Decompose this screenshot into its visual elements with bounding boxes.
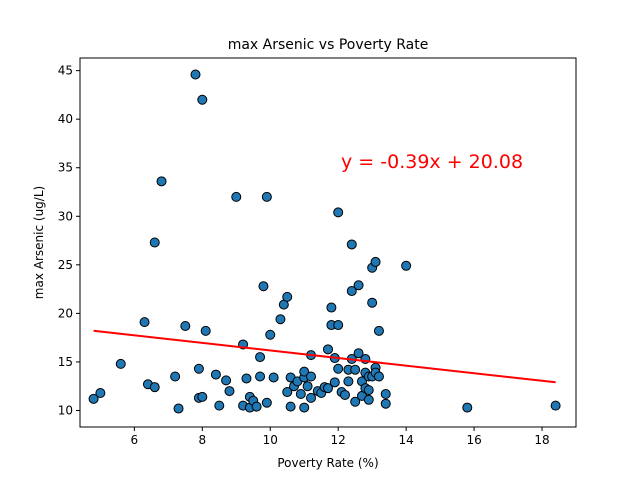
regression-line-group <box>93 329 556 384</box>
data-point <box>285 401 296 412</box>
y-tick-label: 15 <box>58 355 73 369</box>
data-point <box>193 363 204 374</box>
data-point <box>333 320 344 331</box>
data-point <box>251 401 262 412</box>
data-point <box>180 321 191 332</box>
data-point <box>329 377 340 388</box>
data-point <box>149 237 160 248</box>
data-point <box>224 386 235 397</box>
data-point <box>550 400 561 411</box>
data-point <box>241 373 252 384</box>
data-point <box>214 400 225 411</box>
data-point <box>370 256 381 267</box>
data-point <box>380 388 391 399</box>
y-tick-label: 45 <box>58 64 73 78</box>
data-point <box>231 191 242 202</box>
y-tick-label: 25 <box>58 258 73 272</box>
data-point <box>261 397 272 408</box>
data-point <box>323 383 333 394</box>
data-point <box>95 388 106 399</box>
data-point <box>323 344 333 355</box>
data-point <box>353 348 364 359</box>
data-point <box>346 286 357 297</box>
data-point <box>295 388 306 399</box>
data-point <box>350 364 361 375</box>
x-axis-ticks: 6 8 10 12 14 16 18 <box>131 427 550 447</box>
data-point <box>306 392 317 403</box>
data-point <box>115 358 126 369</box>
regression-equation: y = -0.39x + 20.08 <box>341 151 523 173</box>
data-point <box>261 191 272 202</box>
x-tick-label: 12 <box>331 433 346 447</box>
y-axis-label: max Arsenic (ug/L) <box>32 186 46 299</box>
data-point <box>401 260 412 271</box>
x-tick-label: 14 <box>398 433 413 447</box>
data-point <box>197 391 208 402</box>
y-tick-label: 30 <box>58 209 73 223</box>
plot-area-frame <box>79 57 577 428</box>
data-point <box>302 381 313 392</box>
data-point <box>282 291 293 302</box>
data-point <box>197 94 208 105</box>
data-point <box>363 394 374 405</box>
x-tick-label: 16 <box>466 433 481 447</box>
data-point <box>149 382 160 393</box>
x-tick-label: 10 <box>263 433 278 447</box>
data-point <box>156 176 167 187</box>
data-point <box>299 366 310 377</box>
data-point <box>346 239 357 250</box>
data-point <box>373 325 384 336</box>
data-point <box>333 363 344 374</box>
data-point <box>268 372 279 383</box>
data-point <box>265 329 276 340</box>
data-point <box>353 280 364 291</box>
data-point <box>299 402 310 413</box>
y-tick-label: 10 <box>58 403 73 417</box>
data-point <box>373 371 384 382</box>
data-points <box>88 69 561 414</box>
y-axis-ticks: 10 15 20 25 30 35 40 45 <box>58 64 80 417</box>
data-point <box>367 297 378 308</box>
data-point <box>275 314 286 325</box>
data-point <box>343 376 354 387</box>
data-point <box>255 352 266 363</box>
data-point <box>326 302 337 313</box>
data-point <box>221 375 232 386</box>
data-point <box>363 385 374 396</box>
x-tick-label: 18 <box>534 433 549 447</box>
data-point <box>333 207 344 218</box>
chart-title: max Arsenic vs Poverty Rate <box>228 37 429 53</box>
regression-line <box>93 329 556 384</box>
data-point <box>200 325 211 336</box>
data-point <box>339 389 350 400</box>
y-tick-label: 40 <box>58 112 73 126</box>
data-point <box>462 402 473 413</box>
data-point <box>173 403 184 414</box>
y-tick-label: 20 <box>58 306 73 320</box>
data-point <box>350 396 361 407</box>
y-tick-label: 35 <box>58 161 73 175</box>
data-point <box>258 281 269 292</box>
x-tick-label: 6 <box>131 433 139 447</box>
data-point <box>210 369 221 380</box>
x-tick-label: 8 <box>198 433 206 447</box>
data-point <box>255 371 266 382</box>
data-point <box>282 387 293 398</box>
data-point <box>170 371 181 382</box>
data-point <box>88 393 99 404</box>
data-point <box>380 398 391 409</box>
x-axis-label: Poverty Rate (%) <box>277 456 378 470</box>
data-point <box>190 69 201 80</box>
data-point <box>139 317 150 328</box>
data-point <box>306 371 317 382</box>
